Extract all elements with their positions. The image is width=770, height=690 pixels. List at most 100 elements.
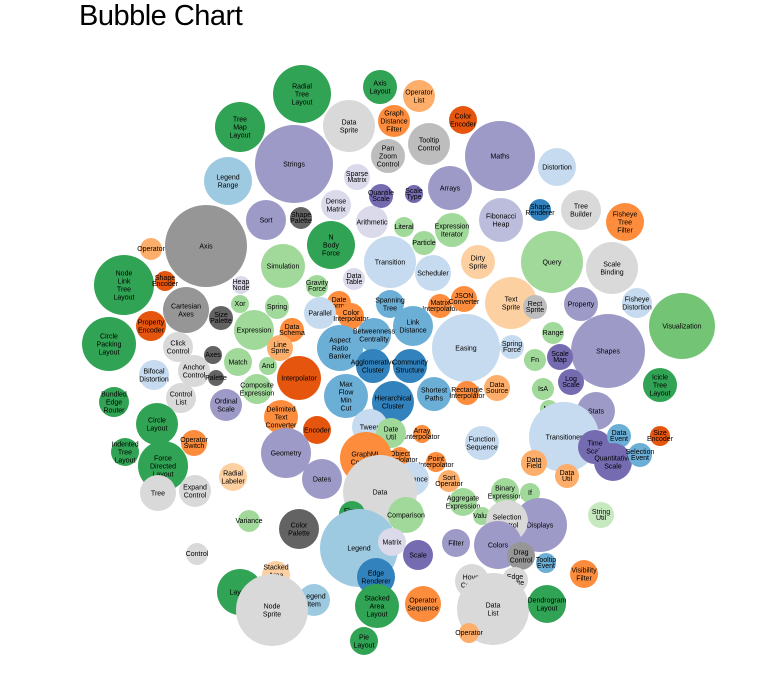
bubble-color-encoder[interactable]: Color Encoder — [449, 106, 477, 134]
bubble-transition[interactable]: Transition — [364, 236, 416, 288]
bubble-shortest-paths[interactable]: Shortest Paths — [417, 377, 451, 411]
bubble-bifocal-distortion[interactable]: Bifocal Distortion — [139, 360, 169, 390]
bubble-anchor-control[interactable]: Anchor Control — [178, 355, 210, 387]
bubble-interpolator[interactable]: Interpolator — [277, 356, 321, 400]
bubble-parallel[interactable]: Parallel — [304, 297, 336, 329]
bubble-dates[interactable]: Dates — [302, 459, 342, 499]
bubble-visualization[interactable]: Visualization — [649, 293, 715, 359]
bubble-property[interactable]: Property — [564, 287, 598, 321]
bubble-shape-renderer[interactable]: Shape Renderer — [525, 199, 555, 221]
bubble-pan-zoom-control[interactable]: Pan Zoom Control — [371, 139, 405, 173]
bubble-matrix[interactable]: Matrix — [378, 528, 406, 556]
bubble-data-field[interactable]: Data Field — [521, 450, 547, 476]
bubble-match[interactable]: Match — [224, 348, 252, 376]
bubble-data-util[interactable]: Data Util — [555, 464, 579, 488]
bubble-spring[interactable]: Spring — [265, 295, 289, 319]
bubble-fibonacci-heap[interactable]: Fibonacci Heap — [479, 198, 523, 242]
bubble-cartesian-axes[interactable]: Cartesian Axes — [163, 287, 209, 333]
bubble-scale[interactable]: Scale — [403, 540, 433, 570]
bubble-line-sprite[interactable]: Line Sprite — [267, 335, 293, 361]
bubble-color-palette[interactable]: Color Palette — [279, 509, 319, 549]
bubble-geometry[interactable]: Geometry — [261, 428, 311, 478]
bubble-gravity-force[interactable]: Gravity Force — [306, 275, 329, 297]
bubble-node-sprite[interactable]: Node Sprite — [236, 574, 308, 646]
bubble-xor[interactable]: Xor — [231, 295, 249, 313]
bubble-strings[interactable]: Strings — [255, 125, 333, 203]
bubble-graph-distance-filter[interactable]: Graph Distance Filter — [378, 105, 410, 137]
bubble-scale-map[interactable]: Scale Map — [547, 344, 573, 370]
bubble-axis-layout[interactable]: Axis Layout — [363, 70, 397, 104]
bubble-array-interpolator[interactable]: Array Interpolator — [404, 425, 440, 443]
bubble-composite-expression[interactable]: Composite Expression — [240, 374, 275, 404]
bubble-drag-control[interactable]: Drag Control — [507, 542, 535, 570]
bubble-string-util[interactable]: String Util — [588, 502, 614, 528]
bubble-isa[interactable]: IsA — [532, 378, 554, 400]
bubble-legend-range[interactable]: Legend Range — [204, 157, 252, 205]
bubble-circle-packing-layout[interactable]: Circle Packing Layout — [82, 317, 136, 371]
bubble-scale-type[interactable]: Scale Type — [405, 185, 423, 203]
bubble-circle-layout[interactable]: Circle Layout — [136, 403, 178, 445]
bubble-maths[interactable]: Maths — [465, 121, 535, 191]
bubble-heap-node[interactable]: Heap Node — [232, 276, 250, 294]
bubble-dense-matrix[interactable]: Dense Matrix — [321, 190, 351, 220]
bubble-community-structure[interactable]: Community Structure — [392, 349, 428, 383]
bubble-sort[interactable]: Sort — [246, 200, 286, 240]
bubble-arrays[interactable]: Arrays — [428, 166, 472, 210]
bubble-json-converter[interactable]: JSON Converter — [449, 286, 480, 312]
bubble-rectangle-interpolator[interactable]: Rectangle Interpolator — [449, 381, 485, 405]
bubble-icicle-tree-layout[interactable]: Icicle Tree Layout — [643, 368, 677, 402]
bubble-quantile-scale[interactable]: Quantile Scale — [368, 184, 394, 208]
bubble-distortion[interactable]: Distortion — [538, 148, 576, 186]
bubble-control[interactable]: Control — [186, 543, 209, 565]
bubble-property-encoder[interactable]: Property Encoder — [136, 311, 166, 341]
bubble-axes[interactable]: Axes — [204, 346, 222, 364]
bubble-axis[interactable]: Axis — [165, 205, 247, 287]
bubble-tree-builder[interactable]: Tree Builder — [561, 190, 601, 230]
bubble-tooltip-control[interactable]: Tooltip Control — [408, 123, 450, 165]
bubble-scheduler[interactable]: Scheduler — [415, 255, 451, 291]
bubble-filter[interactable]: Filter — [442, 529, 470, 557]
bubble-link-distance[interactable]: Link Distance — [393, 306, 433, 346]
bubble-dirty-sprite[interactable]: Dirty Sprite — [461, 245, 495, 279]
bubble-fisheye-distortion[interactable]: Fisheye Distortion — [622, 288, 652, 318]
bubble-spring-force[interactable]: Spring Force — [500, 335, 524, 359]
bubble-shape-palette[interactable]: Shape Palette — [290, 207, 312, 229]
bubble-data-sprite[interactable]: Data Sprite — [323, 100, 375, 152]
bubble-range[interactable]: Range — [542, 322, 564, 344]
bubble-data-source[interactable]: Data Source — [484, 375, 510, 401]
bubble-tree[interactable]: Tree — [140, 475, 176, 511]
bubble-scale-binding[interactable]: Scale Binding — [586, 242, 638, 294]
bubble-n-body-force[interactable]: N Body Force — [307, 221, 355, 269]
bubble-rect-sprite[interactable]: Rect Sprite — [523, 295, 547, 319]
bubble-expression-iterator[interactable]: Expression Iterator — [435, 213, 470, 247]
bubble-variance[interactable]: Variance — [235, 510, 263, 532]
bubble-sparse-matrix[interactable]: Sparse Matrix — [344, 164, 370, 190]
bubble-quantitative-scale[interactable]: Quantitative Scale — [594, 443, 632, 481]
bubble-literal[interactable]: Literal — [394, 217, 414, 237]
bubble-operator[interactable]: Operator — [137, 238, 165, 260]
bubble-ordinal-scale[interactable]: Ordinal Scale — [210, 389, 242, 421]
bubble-size-palette[interactable]: Size Palette — [209, 306, 233, 330]
bubble-query[interactable]: Query — [521, 231, 583, 293]
bubble-shape-encoder[interactable]: Shape Encoder — [152, 271, 179, 291]
bubble-fn[interactable]: Fn — [524, 349, 546, 371]
bubble-arithmetic[interactable]: Arithmetic — [356, 206, 388, 238]
bubble-data-table[interactable]: Data Table — [343, 268, 365, 290]
bubble-indented-tree-layout[interactable]: Indented Tree Layout — [111, 438, 139, 466]
bubble-size-encoder[interactable]: Size Encoder — [647, 426, 674, 446]
bubble-expand-control[interactable]: Expand Control — [179, 475, 211, 507]
bubble-operator-switch[interactable]: Operator Switch — [180, 430, 208, 456]
bubble-stacked-area-layout[interactable]: Stacked Area Layout — [355, 584, 399, 628]
bubble-bundled-edge-router[interactable]: Bundled Edge Router — [99, 387, 129, 417]
bubble-node-link-tree-layout[interactable]: Node Link Tree Layout — [94, 255, 154, 315]
bubble-operator-sequence[interactable]: Operator Sequence — [405, 586, 441, 622]
bubble-tree-map-layout[interactable]: Tree Map Layout — [215, 102, 265, 152]
bubble-fisheye-tree-filter[interactable]: Fisheye Tree Filter — [606, 203, 644, 241]
bubble-particle[interactable]: Particle — [412, 231, 436, 255]
bubble-and[interactable]: And — [259, 357, 277, 375]
bubble-operator-list[interactable]: Operator List — [403, 80, 435, 112]
bubble-aspect-ratio-banker[interactable]: Aspect Ratio Banker — [317, 325, 363, 371]
bubble-log-scale[interactable]: Log Scale — [558, 369, 584, 395]
bubble-pie-layout[interactable]: Pie Layout — [350, 627, 378, 655]
bubble-radial-labeler[interactable]: Radial Labeler — [219, 463, 247, 491]
